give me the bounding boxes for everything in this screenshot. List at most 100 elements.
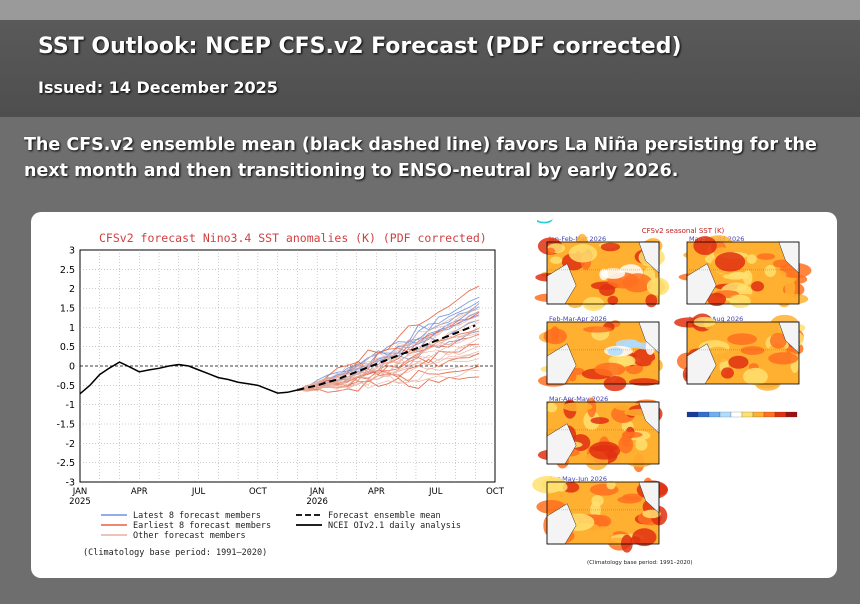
sst-map-frame [546, 401, 660, 465]
x-tick-label: JAN [72, 487, 88, 497]
x-tick-year: 2026 [306, 497, 328, 507]
sst-blotch [622, 431, 643, 438]
sst-blotch [594, 362, 626, 377]
x-tick-label: OCT [486, 487, 505, 497]
sst-map-frame [546, 241, 660, 305]
colorbar-swatch [719, 411, 732, 418]
sst-blotch [746, 254, 757, 264]
sst-map-frame [546, 481, 660, 545]
sst-blotch [769, 332, 787, 349]
colorbar-swatch [697, 411, 710, 418]
y-tick-label: 0.5 [60, 342, 75, 353]
member-group [297, 303, 480, 392]
sst-blotch [635, 438, 648, 451]
sst-blotch [556, 482, 568, 492]
y-tick-label: -2.5 [56, 458, 75, 469]
member-line [297, 303, 480, 391]
sst-blotch [590, 417, 609, 425]
colorbar-swatch [741, 411, 754, 418]
nino34-plume-chart: CFSv2 forecast Nino3.4 SST anomalies (K)… [56, 231, 505, 558]
legend-label: Forecast ensemble mean [328, 511, 441, 521]
sst-blotch [566, 295, 584, 309]
sst-map-title: Feb-Mar-Apr 2026 [549, 315, 607, 323]
sst-blotch [642, 509, 661, 519]
maps-title: CFSv2 seasonal SST (K) [642, 227, 725, 235]
sst-blotch [768, 352, 799, 365]
y-tick-label: -3 [66, 478, 75, 489]
sst-blotch [583, 326, 612, 333]
issued-date: Issued: 14 December 2025 [38, 78, 278, 97]
y-tick-label: -2 [66, 439, 75, 450]
sst-blotch [645, 294, 658, 308]
sst-map-title: Apr-May-Jun 2026 [549, 475, 607, 483]
ensemble-mean-line [297, 324, 476, 391]
y-tick-label: -1.5 [56, 420, 75, 431]
sst-map-title: Mar-Apr-May 2026 [549, 395, 608, 403]
member-line [297, 296, 480, 391]
page-title: SST Outlook: NCEP CFS.v2 Forecast (PDF c… [38, 34, 682, 59]
sst-blotch [693, 236, 717, 256]
seasonal-sst-maps: CFSv2 seasonal SST (K)Jan-Feb-Mar 2026 Fe… [532, 219, 812, 566]
sst-map-panel: Feb-Mar-Apr 2026 [537, 315, 663, 392]
sst-blotch [599, 283, 616, 297]
sst-blotch [743, 367, 768, 386]
colorbar-swatch [686, 411, 699, 418]
sst-map-frame [686, 241, 800, 305]
sst-blotch [756, 253, 776, 260]
sst-blotch [546, 402, 558, 413]
sst-blotch [751, 281, 765, 292]
member-line [297, 376, 480, 393]
sst-map-panel: Jun-Jul-Aug 2026 [674, 313, 806, 391]
sst-map-panel: Apr-May-Jun 2026 [532, 475, 668, 553]
chart-title: CFSv2 forecast Nino3.4 SST anomalies (K)… [99, 231, 487, 245]
colorbar-swatch [774, 411, 787, 418]
colorbar-swatch [752, 411, 765, 418]
sst-blotch [607, 347, 623, 356]
x-tick-label: JUL [191, 487, 206, 497]
x-tick-label: APR [368, 487, 385, 497]
y-tick-label: 2 [69, 284, 75, 295]
sst-blotch [778, 372, 790, 384]
y-tick-label: 1.5 [60, 304, 75, 315]
sst-blotch [736, 284, 748, 292]
sst-blotch [606, 480, 616, 490]
sst-blotch [622, 273, 653, 293]
sst-blotch [728, 355, 749, 369]
sst-blotch [550, 256, 563, 264]
observed-line [79, 361, 298, 395]
legend-label: Latest 8 forecast members [133, 511, 261, 521]
sst-blotch [729, 294, 751, 309]
sst-blotch [591, 495, 604, 507]
member-line [297, 319, 480, 391]
header: SST Outlook: NCEP CFS.v2 Forecast (PDF c… [0, 20, 860, 117]
sst-map-frame [546, 321, 660, 385]
member-line [297, 315, 480, 391]
sst-blotch [631, 326, 643, 337]
sst-blotch [764, 265, 777, 277]
headline-text: The CFS.v2 ensemble mean (black dashed l… [24, 135, 817, 181]
sst-blotch [777, 292, 792, 308]
y-tick-label: 2.5 [60, 265, 75, 276]
y-tick-label: 1 [69, 323, 75, 334]
sst-blotch [603, 375, 627, 392]
sst-blotch [600, 242, 620, 252]
sst-blotch [720, 367, 734, 379]
sst-colorbar [686, 411, 798, 418]
sst-blotch [742, 270, 753, 286]
y-tick-label: 3 [69, 246, 75, 257]
sst-blotch [779, 262, 812, 279]
member-line [297, 364, 480, 391]
x-tick-label: JUL [428, 487, 443, 497]
sst-map-panel: Jan-Feb-Mar 2026 [534, 233, 670, 312]
legend-label: Other forecast members [133, 531, 246, 541]
y-tick-label: -1 [66, 400, 75, 411]
member-line [297, 327, 480, 391]
y-tick-label: -0.5 [56, 381, 75, 392]
sst-blotch [601, 268, 626, 279]
colorbar-swatch [730, 411, 743, 418]
y-tick-label: 0 [69, 362, 75, 373]
chart-footnote: (Climatology base period: 1991–2020) [83, 548, 267, 558]
x-tick-label: OCT [249, 487, 268, 497]
figure-panel: CFSv2 forecast Nino3.4 SST anomalies (K)… [31, 212, 837, 578]
sst-map-title: Jun-Jul-Aug 2026 [688, 315, 743, 323]
